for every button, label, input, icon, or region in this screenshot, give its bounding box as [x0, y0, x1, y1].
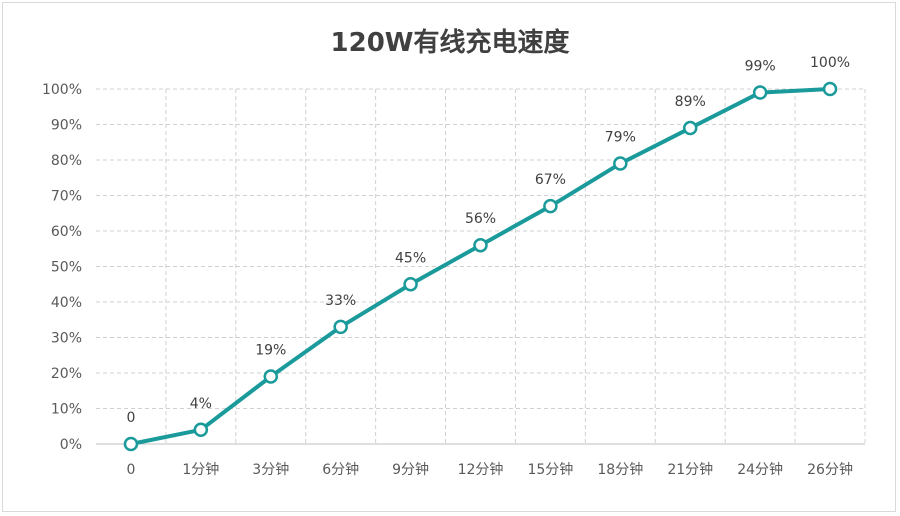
x-tick-label: 26分钟: [807, 461, 853, 478]
x-tick-label: 18分钟: [597, 461, 643, 478]
y-tick-label: 40%: [51, 295, 82, 311]
x-tick-label: 0: [126, 462, 135, 478]
grid: [96, 88, 866, 445]
x-tick-label: 1分钟: [182, 461, 219, 478]
y-tick-label: 100%: [42, 82, 82, 98]
y-tick-label: 30%: [51, 331, 82, 347]
data-label: 99%: [745, 59, 776, 75]
data-point: [193, 422, 209, 438]
data-label: 100%: [810, 55, 850, 71]
data-label: 79%: [605, 130, 636, 146]
data-point: [473, 237, 488, 253]
data-point: [822, 81, 838, 97]
data-label: 67%: [535, 172, 566, 188]
x-tick-label: 15分钟: [527, 461, 573, 478]
chart-title: 120W有线充电速度: [331, 27, 570, 58]
y-tick-label: 10%: [51, 402, 82, 418]
data-point: [543, 198, 558, 214]
y-tick-label: 80%: [51, 153, 82, 169]
data-label: 56%: [465, 211, 496, 227]
series: [123, 81, 838, 452]
y-tick-label: 0%: [60, 437, 82, 453]
data-point: [403, 277, 418, 292]
line-chart: 120W有线充电速度 0% 10% 20% 30% 40% 50% 60% 70% 80% 90%…: [42, 27, 866, 478]
data-label: 19%: [255, 343, 286, 359]
x-tick-label: 9分钟: [392, 461, 429, 478]
data-label: 4%: [190, 396, 212, 412]
y-tick-label: 50%: [51, 260, 82, 276]
x-tick-label: 12分钟: [458, 461, 504, 478]
x-tick-label: 6分钟: [322, 461, 359, 478]
y-tick-label: 20%: [51, 366, 82, 382]
data-label: 89%: [675, 94, 706, 110]
x-tick-label: 21分钟: [667, 461, 713, 478]
x-tick-label: 24分钟: [737, 461, 783, 478]
data-point: [682, 120, 698, 136]
data-point: [263, 369, 279, 384]
y-axis-ticks: 0% 10% 20% 30% 40% 50% 60% 70% 80% 90% 100%: [42, 82, 82, 453]
data-labels: 0 4% 19% 33% 45% 56% 67% 79% 89% 99% 100%: [126, 55, 850, 426]
y-tick-label: 70%: [51, 189, 82, 205]
data-label: 33%: [325, 293, 356, 309]
y-tick-label: 60%: [51, 224, 82, 240]
data-label: 0: [126, 410, 135, 426]
data-point: [123, 436, 139, 452]
data-point: [752, 85, 768, 100]
data-point: [613, 156, 628, 171]
data-point: [333, 319, 348, 335]
x-axis-ticks: 0 1分钟 3分钟 6分钟 9分钟 12分钟 15分钟 18分钟 21分钟 24分钟 26分钟: [126, 461, 852, 478]
data-label: 45%: [395, 250, 426, 266]
x-tick-label: 3分钟: [252, 461, 289, 478]
y-tick-label: 90%: [51, 118, 82, 134]
